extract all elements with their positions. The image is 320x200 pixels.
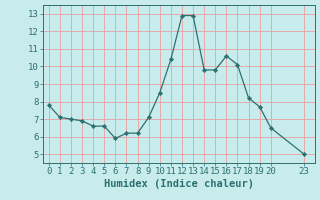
X-axis label: Humidex (Indice chaleur): Humidex (Indice chaleur): [104, 179, 254, 189]
